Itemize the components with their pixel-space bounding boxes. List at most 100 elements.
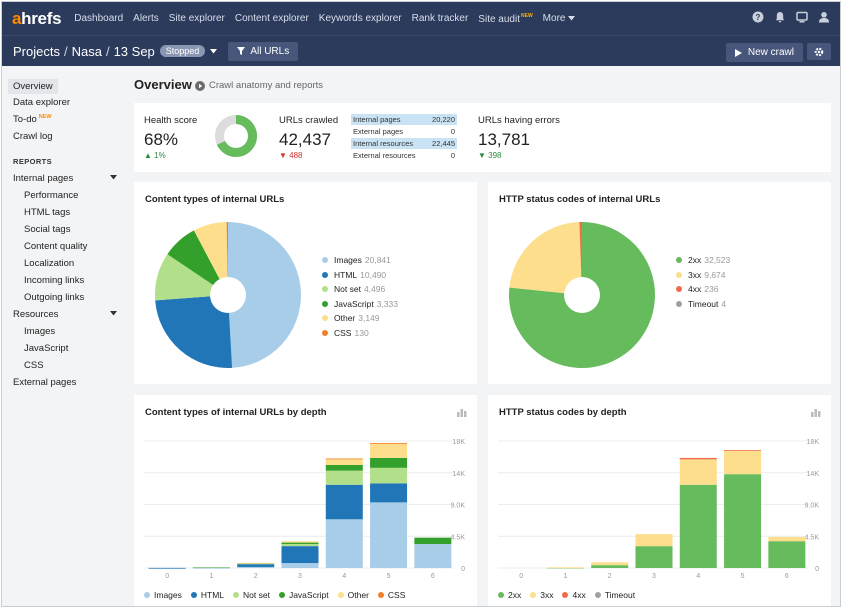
bar-not-set-depth-5[interactable] xyxy=(370,467,408,484)
legend-item-other[interactable]: Other 3,149 xyxy=(322,313,380,323)
bar-other-depth-4[interactable] xyxy=(325,458,363,465)
pie-slice-images[interactable] xyxy=(228,222,301,368)
nav-site-explorer[interactable]: Site explorer xyxy=(168,12,225,24)
sidebar-item-incoming-links[interactable]: Incoming links xyxy=(24,275,85,286)
filter-all-urls-button[interactable]: All URLs xyxy=(228,41,299,61)
bar-images-depth-2[interactable] xyxy=(237,566,275,568)
legend-item-not-set[interactable]: Not set xyxy=(233,590,270,600)
bar-css-depth-4[interactable] xyxy=(325,458,363,460)
legend-item-html[interactable]: HTML xyxy=(190,590,224,600)
bar-4xx-depth-5[interactable] xyxy=(724,450,762,451)
bar-images-depth-6[interactable] xyxy=(414,544,452,568)
bar-html-depth-4[interactable] xyxy=(325,484,363,520)
sidebar-item-images[interactable]: Images xyxy=(24,326,56,337)
bar-html-depth-0[interactable] xyxy=(148,567,186,569)
new-crawl-button[interactable]: New crawl xyxy=(725,43,803,62)
crawl-anatomy-link[interactable]: Crawl anatomy and reports xyxy=(195,80,323,91)
legend-item-javascript[interactable]: JavaScript xyxy=(278,590,329,600)
bar-not-set-depth-3[interactable] xyxy=(281,544,319,547)
legend-item-css[interactable]: CSS xyxy=(377,590,405,600)
sidebar-item-performance[interactable]: Performance xyxy=(24,190,79,201)
legend-item-4xx[interactable]: 4xx 236 xyxy=(676,284,718,294)
pie-slice-4xx[interactable] xyxy=(579,222,582,295)
sidebar-item-data-explorer[interactable]: Data explorer xyxy=(13,97,71,108)
sidebar-item-html-tags[interactable]: HTML tags xyxy=(24,207,71,218)
nav-content-explorer[interactable]: Content explorer xyxy=(234,12,309,24)
sidebar-item-external-pages[interactable]: External pages xyxy=(13,377,77,388)
legend-item-html[interactable]: HTML 10,490 xyxy=(322,270,386,280)
legend-item-4xx[interactable]: 4xx xyxy=(562,590,586,600)
nav-dashboard[interactable]: Dashboard xyxy=(74,12,124,24)
settings-button[interactable] xyxy=(807,43,831,60)
bar-html-depth-5[interactable] xyxy=(370,483,408,503)
pie-slice-javascript[interactable] xyxy=(167,230,228,295)
help-icon[interactable]: ? xyxy=(752,11,764,23)
crumb-project[interactable]: Nasa xyxy=(71,43,102,59)
nav-keywords-explorer[interactable]: Keywords explorer xyxy=(318,12,402,24)
sidebar-item-resources[interactable]: Resources xyxy=(13,309,59,320)
nav-rank-tracker[interactable]: Rank tracker xyxy=(411,12,469,24)
nav-site-audit[interactable]: Site auditNEW xyxy=(478,13,532,25)
collapse-resources-icon[interactable] xyxy=(110,311,117,316)
legend-item-3xx[interactable]: 3xx 9,674 xyxy=(676,270,726,280)
bar-3xx-depth-2[interactable] xyxy=(591,562,629,566)
bar-html-depth-2[interactable] xyxy=(237,564,275,567)
bar-not-set-depth-1[interactable] xyxy=(192,567,230,568)
sidebar-item-outgoing-links[interactable]: Outgoing links xyxy=(24,292,85,303)
bar-javascript-depth-3[interactable] xyxy=(281,542,319,545)
bar-2xx-depth-5[interactable] xyxy=(724,474,762,568)
bar-chart-icon[interactable] xyxy=(457,408,467,417)
sidebar-item-internal-pages[interactable]: Internal pages xyxy=(13,173,74,184)
legend-item-images[interactable]: Images xyxy=(144,590,182,600)
sidebar-item-css[interactable]: CSS xyxy=(24,360,44,371)
legend-item-not-set[interactable]: Not set 4,496 xyxy=(322,284,385,294)
pie-slice-other[interactable] xyxy=(193,222,228,295)
bar-not-set-depth-4[interactable] xyxy=(325,470,363,485)
user-icon[interactable] xyxy=(818,11,830,23)
monitor-icon[interactable] xyxy=(796,11,808,23)
bar-2xx-depth-4[interactable] xyxy=(679,484,717,568)
bell-icon[interactable] xyxy=(774,11,786,23)
legend-item-javascript[interactable]: JavaScript 3,333 xyxy=(322,299,398,309)
sidebar-item-todo[interactable]: To-do NEW xyxy=(13,114,52,125)
sidebar-item-javascript[interactable]: JavaScript xyxy=(24,343,69,354)
bar-images-depth-5[interactable] xyxy=(370,502,408,568)
bar-3xx-depth-1[interactable] xyxy=(546,567,584,569)
bar-3xx-depth-4[interactable] xyxy=(679,459,717,485)
bar-html-depth-3[interactable] xyxy=(281,546,319,564)
bar-3xx-depth-5[interactable] xyxy=(724,450,762,475)
bar-other-depth-2[interactable] xyxy=(237,563,275,564)
pie-slice-not-set[interactable] xyxy=(155,254,228,301)
bar-images-depth-4[interactable] xyxy=(325,519,363,568)
sidebar-item-social-tags[interactable]: Social tags xyxy=(24,224,71,235)
sidebar-item-localization[interactable]: Localization xyxy=(24,258,75,269)
legend-item-timeout[interactable]: Timeout 4 xyxy=(676,299,726,309)
bar-images-depth-3[interactable] xyxy=(281,563,319,568)
bar-3xx-depth-3[interactable] xyxy=(635,534,673,547)
crumb-date[interactable]: 13 Sep xyxy=(113,43,155,59)
legend-item-timeout[interactable]: Timeout xyxy=(594,590,635,600)
bar-css-depth-5[interactable] xyxy=(370,442,408,444)
sidebar-item-overview[interactable]: Overview xyxy=(8,79,58,94)
legend-item-3xx[interactable]: 3xx xyxy=(530,590,553,600)
pie-slice-css[interactable] xyxy=(226,222,228,295)
crawl-dropdown-icon[interactable] xyxy=(210,48,218,54)
bar-other-depth-3[interactable] xyxy=(281,541,319,543)
bar-2xx-depth-3[interactable] xyxy=(635,546,673,568)
sidebar-item-crawl-log[interactable]: Crawl log xyxy=(13,131,53,142)
pie-slice-3xx[interactable] xyxy=(509,222,582,295)
bar-javascript-depth-4[interactable] xyxy=(325,464,363,471)
bar-3xx-depth-6[interactable] xyxy=(768,536,806,542)
crumb-projects[interactable]: Projects xyxy=(13,43,60,59)
legend-item-other[interactable]: Other xyxy=(337,590,369,600)
sidebar-item-content-quality[interactable]: Content quality xyxy=(24,241,88,252)
bar-images-depth-1[interactable] xyxy=(192,567,230,569)
legend-item-2xx[interactable]: 2xx xyxy=(498,590,521,600)
collapse-internal-icon[interactable] xyxy=(110,175,117,180)
legend-item-2xx[interactable]: 2xx 32,523 xyxy=(676,255,730,265)
legend-item-images[interactable]: Images 20,841 xyxy=(322,255,391,265)
ahrefs-logo[interactable]: ahrefs xyxy=(12,8,62,28)
bar-4xx-depth-4[interactable] xyxy=(679,457,717,460)
bar-2xx-depth-2[interactable] xyxy=(591,565,629,568)
bar-javascript-depth-5[interactable] xyxy=(370,457,408,468)
